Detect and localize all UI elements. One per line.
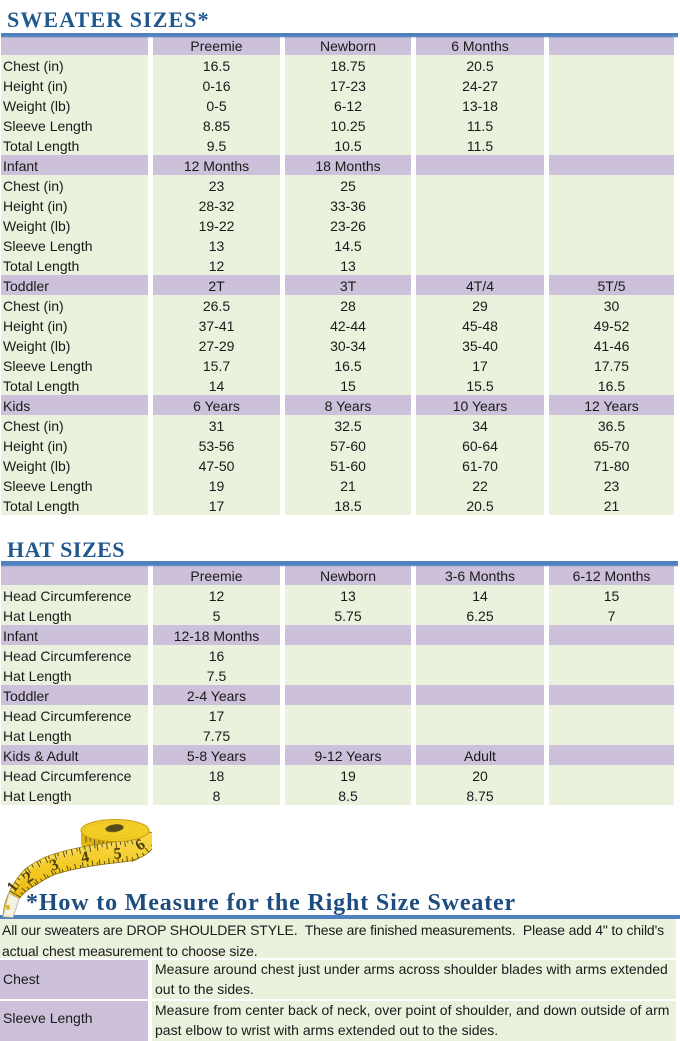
svg-text:5: 5 bbox=[113, 845, 122, 863]
